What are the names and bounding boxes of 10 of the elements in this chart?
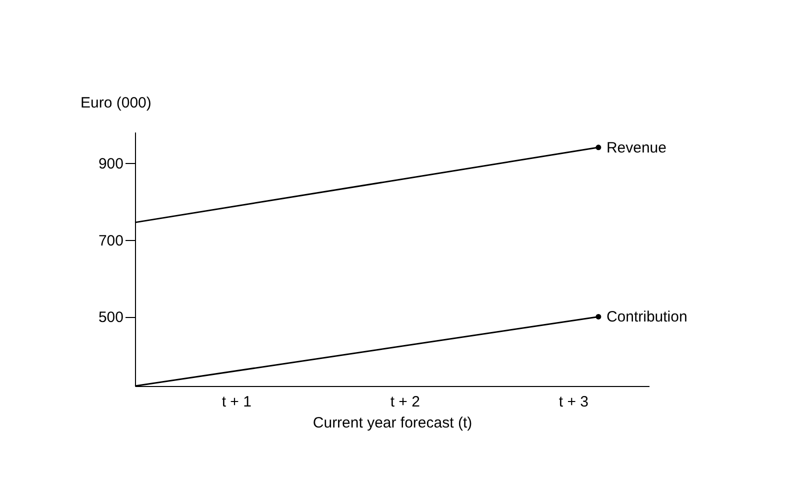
x-tick-label: t + 1 bbox=[222, 394, 252, 410]
x-tick-label: t + 3 bbox=[558, 394, 588, 410]
y-tick-label: 900 bbox=[98, 155, 124, 172]
series-label: Contribution bbox=[606, 308, 688, 326]
y-tick-label: 700 bbox=[98, 232, 124, 250]
series-label: Revenue bbox=[606, 139, 666, 156]
x-axis-title: Current year forecast (t) bbox=[312, 414, 472, 432]
y-axis-title: Euro (000) bbox=[80, 94, 152, 112]
x-tick-label: t + 2 bbox=[390, 394, 420, 410]
y-tick-label: 500 bbox=[98, 309, 124, 326]
